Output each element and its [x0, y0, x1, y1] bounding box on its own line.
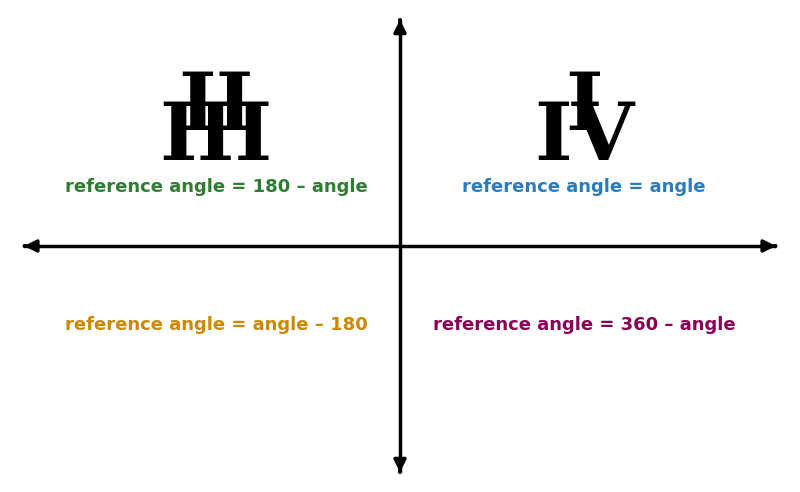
Text: reference angle = angle: reference angle = angle — [462, 178, 706, 196]
Text: III: III — [159, 99, 273, 177]
Text: IV: IV — [534, 99, 634, 177]
Text: II: II — [178, 69, 254, 147]
Text: reference angle = angle – 180: reference angle = angle – 180 — [65, 316, 367, 334]
Text: reference angle = 360 – angle: reference angle = 360 – angle — [433, 316, 735, 334]
Text: reference angle = 180 – angle: reference angle = 180 – angle — [65, 178, 367, 196]
Text: I: I — [565, 69, 603, 147]
